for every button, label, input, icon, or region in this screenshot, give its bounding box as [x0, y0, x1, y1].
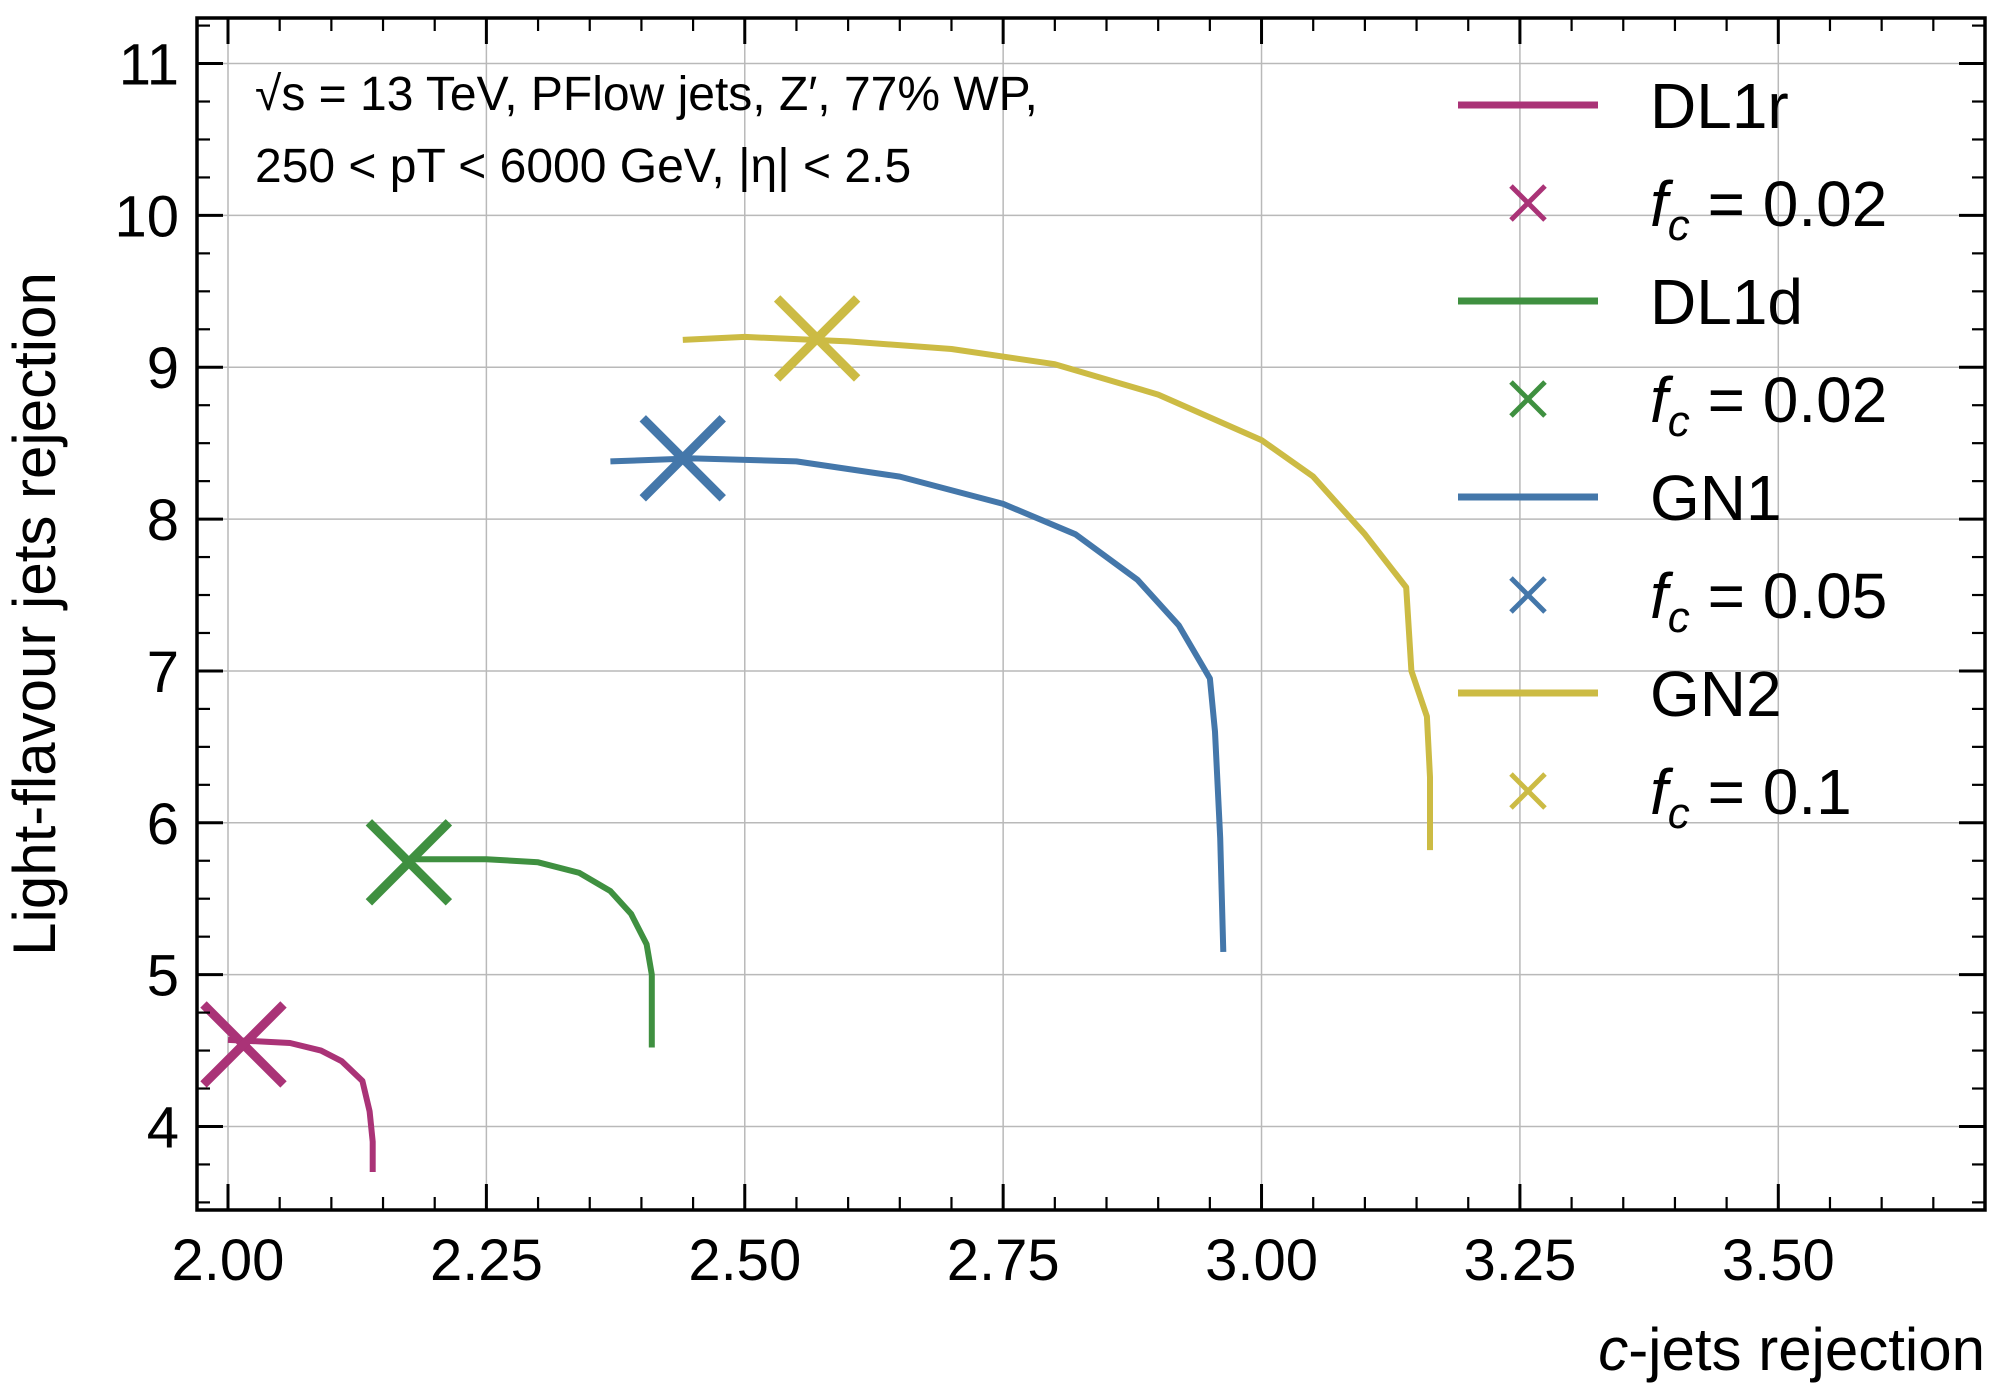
legend-marker-stroke-b	[1509, 772, 1547, 810]
axis-ticks	[197, 18, 1987, 1210]
wp-marker-stroke-b	[639, 415, 726, 502]
wp-marker-dl1d	[365, 819, 453, 906]
x-axis-label: c-jets rejection	[1598, 1316, 1985, 1383]
legend-fc-subscript: c	[1668, 397, 1690, 446]
x-axis-label-italic: c	[1598, 1316, 1628, 1383]
x-tick-label-0: 2.00	[172, 1228, 285, 1293]
legend-label-fc-dl1r: fc = 0.02	[1650, 168, 1887, 250]
x-axis-label-rest: -jets rejection	[1628, 1316, 1985, 1383]
y-tick-label-2: 6	[147, 792, 179, 857]
y-tick-label-0: 4	[147, 1095, 179, 1160]
legend-fc-value: = 0.02	[1690, 364, 1888, 436]
legend-marker-dl1r	[1509, 184, 1547, 222]
y-tick-label-7: 11	[119, 33, 179, 98]
grid	[197, 18, 1985, 1210]
wp-marker-dl1r	[200, 1001, 287, 1088]
legend-marker-dl1d	[1509, 380, 1547, 418]
series-line-dl1r	[227, 1036, 376, 1172]
series-line-dl1d	[414, 856, 655, 1048]
legend-marker-stroke-b	[1509, 184, 1547, 222]
plot-frame	[195, 16, 1987, 1212]
x-tick-label-4: 3.00	[1205, 1228, 1318, 1293]
x-tick-label-6: 3.50	[1722, 1228, 1835, 1293]
x-tick-label-5: 3.25	[1463, 1228, 1576, 1293]
legend-marker-gn1	[1509, 576, 1547, 614]
legend-fc-value: = 0.02	[1690, 168, 1888, 240]
x-tick-label-2: 2.50	[688, 1228, 801, 1293]
legend-fc-value: = 0.05	[1690, 560, 1888, 632]
legend-label-fc-gn2: fc = 0.1	[1650, 756, 1852, 838]
legend-marker-stroke-b	[1509, 576, 1547, 614]
y-tick-label-1: 5	[147, 944, 179, 1009]
legend-label-gn2: GN2	[1650, 658, 1782, 730]
legend-label-dl1d: DL1d	[1650, 266, 1803, 338]
legend-label-dl1r: DL1r	[1650, 70, 1789, 142]
wp-marker-stroke-b	[773, 295, 861, 382]
y-tick-label-6: 10	[114, 184, 179, 249]
legend-fc-value: = 0.1	[1690, 756, 1852, 828]
wp-marker-stroke-b	[365, 819, 453, 906]
series-layer	[200, 295, 1433, 1172]
series-line-gn2	[682, 333, 1433, 851]
y-tick-label-4: 8	[147, 488, 179, 553]
wp-marker-gn1	[639, 415, 726, 502]
y-tick-label-5: 9	[147, 336, 179, 401]
legend-label-gn1: GN1	[1650, 462, 1782, 534]
series-line-gn1	[610, 455, 1227, 952]
annotation-line-2: 250 < pT < 6000 GeV, |η| < 2.5	[255, 140, 911, 193]
tick-labels: 2.00 2.25 2.50 2.75 3.00 3.25 3.50 4 5 6 7 8 9 10 11	[114, 33, 1834, 1293]
y-tick-label-3: 7	[147, 640, 179, 705]
legend-fc-subscript: c	[1668, 593, 1690, 642]
wp-marker-gn2	[773, 295, 861, 382]
x-tick-label-3: 2.75	[947, 1228, 1060, 1293]
y-axis-label: Light-flavour jets rejection	[1, 272, 68, 956]
legend-label-fc-dl1d: fc = 0.02	[1650, 364, 1887, 446]
x-tick-label-1: 2.25	[430, 1228, 543, 1293]
legend-fc-subscript: c	[1668, 201, 1690, 250]
legend-marker-gn2	[1509, 772, 1547, 810]
annotation-line-1: √s = 13 TeV, PFlow jets, Z′, 77% WP,	[255, 68, 1038, 121]
wp-marker-stroke-b	[200, 1001, 287, 1088]
legend-fc-subscript: c	[1668, 789, 1690, 838]
legend-marker-stroke-b	[1509, 380, 1547, 418]
